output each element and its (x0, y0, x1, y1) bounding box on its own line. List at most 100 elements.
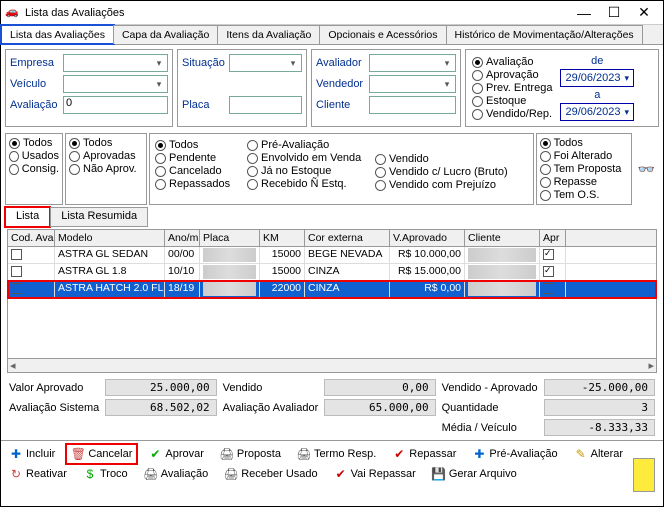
grid-scrollbar[interactable]: ◂▸ (8, 358, 656, 372)
repassar-button[interactable]: ✔Repassar (388, 445, 460, 463)
date-radio-4[interactable]: Vendido/Rep. (472, 108, 552, 120)
sg3b-opt-3[interactable]: Recebido Ñ Estq. (247, 178, 363, 190)
reativar-icon: ↻ (9, 467, 23, 481)
incluir-button[interactable]: ✚Incluir (5, 445, 59, 463)
avaliacao-input[interactable]: 0 (63, 96, 168, 114)
gerar-icon: 💾 (432, 467, 446, 481)
gerar-button[interactable]: 💾Gerar Arquivo (428, 465, 521, 483)
col-7[interactable]: Cliente (465, 230, 540, 246)
col-2[interactable]: Ano/m (165, 230, 200, 246)
date-radio-2[interactable]: Prev. Entrega (472, 82, 552, 94)
sg3a-opt-2[interactable]: Cancelado (155, 165, 235, 177)
col-3[interactable]: Placa (200, 230, 260, 246)
tab-4[interactable]: Histórico de Movimentação/Alterações (446, 25, 643, 44)
veiculo-label: Veículo (10, 78, 60, 90)
situacao-label: Situação (182, 57, 226, 69)
date-radio-1[interactable]: Aprovação (472, 69, 552, 81)
main-tabs: Lista das AvaliaçõesCapa da AvaliaçãoIte… (1, 25, 663, 45)
vairepassar-button[interactable]: ✔Vai Repassar (330, 465, 420, 483)
filter-panel: Empresa▾ Veículo▾ Avaliação0 Situação▾ P… (1, 45, 663, 131)
sg4-opt-1[interactable]: Foi Alterado (540, 150, 628, 162)
sg4-opt-2[interactable]: Tem Proposta (540, 163, 628, 175)
tab-1[interactable]: Capa da Avaliação (113, 25, 218, 44)
exit-button[interactable] (633, 458, 655, 492)
col-6[interactable]: V.Aprovado (390, 230, 465, 246)
sg3c-opt-3[interactable]: Vendido com Prejuízo (375, 179, 511, 191)
cancelar-button[interactable]: 🗑Cancelar (67, 445, 136, 463)
date-radio-3[interactable]: Estoque (472, 95, 552, 107)
aval-avaliador-value: 65.000,00 (324, 399, 435, 416)
date-radio-0[interactable]: Avaliação (472, 56, 552, 68)
sg3a-opt-1[interactable]: Pendente (155, 152, 235, 164)
col-1[interactable]: Modelo (55, 230, 165, 246)
date-to[interactable]: 29/06/2023▾ (560, 103, 634, 121)
vendedor-combo[interactable]: ▾ (369, 75, 456, 93)
tab-3[interactable]: Opcionais e Acessórios (319, 25, 446, 44)
avaliacao-label: Avaliação (10, 99, 60, 111)
preaval-button[interactable]: ✚Pré-Avaliação (468, 445, 561, 463)
sg2-opt-0[interactable]: Todos (69, 137, 143, 149)
sg3b-opt-2[interactable]: Já no Estoque (247, 165, 363, 177)
view-icon[interactable]: 👓 (634, 161, 659, 178)
empresa-combo[interactable]: ▾ (63, 54, 168, 72)
vendido-label: Vendido (223, 382, 319, 394)
avaliacao-button[interactable]: 🖨Avaliação (140, 465, 213, 483)
termo-button[interactable]: 🖨Termo Resp. (293, 445, 380, 463)
table-row[interactable]: ASTRA GL 1.810/1015000CINZAR$ 15.000,00 (8, 264, 656, 281)
subtab-0[interactable]: Lista (5, 207, 50, 227)
sg3a-opt-0[interactable]: Todos (155, 139, 235, 151)
vendedor-label: Vendedor (316, 78, 366, 90)
sg1-opt-0[interactable]: Todos (9, 137, 59, 149)
date-from[interactable]: 29/06/2023▾ (560, 69, 634, 87)
proposta-button[interactable]: 🖨Proposta (216, 445, 285, 463)
alterar-icon: ✎ (574, 447, 588, 461)
veiculo-combo[interactable]: ▾ (63, 75, 168, 93)
sg1-opt-1[interactable]: Usados (9, 150, 59, 162)
reativar-button[interactable]: ↻Reativar (5, 465, 71, 483)
quantidade-label: Quantidade (442, 402, 538, 414)
sg3b-opt-1[interactable]: Envolvido em Venda (247, 152, 363, 164)
sg2-opt-1[interactable]: Aprovadas (69, 150, 143, 162)
table-row[interactable]: ASTRA GL SEDAN00/0015000BEGE NEVADAR$ 10… (8, 247, 656, 264)
sg3c-opt-2[interactable]: Vendido c/ Lucro (Bruto) (375, 166, 511, 178)
situacao-combo[interactable]: ▾ (229, 54, 302, 72)
avaliador-label: Avaliador (316, 57, 366, 69)
col-4[interactable]: KM (260, 230, 305, 246)
subtab-1[interactable]: Lista Resumida (50, 207, 148, 227)
col-5[interactable]: Cor externa (305, 230, 390, 246)
sg3b-opt-0[interactable]: Pré-Avaliação (247, 139, 363, 151)
recusado-button[interactable]: 🖨Receber Usado (220, 465, 321, 483)
empresa-label: Empresa (10, 57, 60, 69)
action-toolbar: ✚Incluir 🗑Cancelar ✔Aprovar 🖨Proposta 🖨Termo… (1, 440, 663, 487)
sg3a-opt-3[interactable]: Repassados (155, 178, 235, 190)
maximize-button[interactable]: ☐ (599, 4, 629, 21)
minimize-button[interactable]: — (569, 5, 599, 21)
col-8[interactable]: Apr (540, 230, 566, 246)
sg1-opt-2[interactable]: Consig. (9, 163, 59, 175)
sg3c-opt-1[interactable]: Vendido (375, 153, 511, 165)
cliente-input[interactable] (369, 96, 456, 114)
avaliador-combo[interactable]: ▾ (369, 54, 456, 72)
avaliacao-icon: 🖨 (144, 467, 158, 481)
media-value: -8.333,33 (544, 419, 655, 436)
preaval-icon: ✚ (472, 447, 486, 461)
list-tabs: ListaLista Resumida (1, 207, 663, 227)
placa-input[interactable] (229, 96, 302, 114)
repassar-icon: ✔ (392, 447, 406, 461)
status-filters: TodosUsadosConsig. TodosAprovadasNão Apr… (1, 131, 663, 207)
sg4-opt-0[interactable]: Todos (540, 137, 628, 149)
tab-2[interactable]: Itens da Avaliação (217, 25, 320, 44)
placa-label: Placa (182, 99, 226, 111)
troco-button[interactable]: $Troco (79, 465, 132, 483)
alterar-button[interactable]: ✎Alterar (570, 445, 627, 463)
sg3c-opt-0[interactable] (375, 139, 511, 152)
tab-0[interactable]: Lista das Avaliações (1, 25, 114, 44)
close-button[interactable]: ✕ (629, 4, 659, 21)
sg2-opt-2[interactable]: Não Aprov. (69, 163, 143, 175)
table-row[interactable]: ASTRA HATCH 2.0 FL18/1922000CINZAR$ 0,00 (8, 281, 656, 298)
aprovar-button[interactable]: ✔Aprovar (144, 445, 208, 463)
vendido-value: 0,00 (324, 379, 435, 396)
sg4-opt-3[interactable]: Repasse (540, 176, 628, 188)
sg4-opt-4[interactable]: Tem O.S. (540, 189, 628, 201)
col-0[interactable]: Cod. Aval. (8, 230, 55, 246)
